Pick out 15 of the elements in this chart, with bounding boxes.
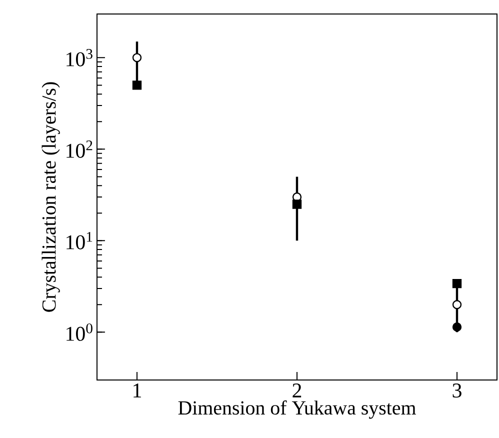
point <box>292 200 302 209</box>
point <box>452 322 462 332</box>
y-tick-label: 10$^{2}$ <box>66 140 92 158</box>
point <box>452 300 462 310</box>
x-tick-label: 3 <box>452 384 462 398</box>
x-axis-title: Dimension of Yukawa system <box>178 400 416 419</box>
point <box>132 53 142 62</box>
y-tick-label: 10$^{3}$ <box>66 48 92 66</box>
y-tick-label: 10$^{1}$ <box>66 232 92 250</box>
point <box>452 278 462 288</box>
y-tick-label: 10$^{0}$ <box>66 323 92 341</box>
x-tick-label: 1 <box>134 384 141 398</box>
x-tick-label: 2 <box>292 384 302 398</box>
point <box>132 80 142 90</box>
y-axis-title: Crystallization rate (layers/s) <box>42 82 60 312</box>
